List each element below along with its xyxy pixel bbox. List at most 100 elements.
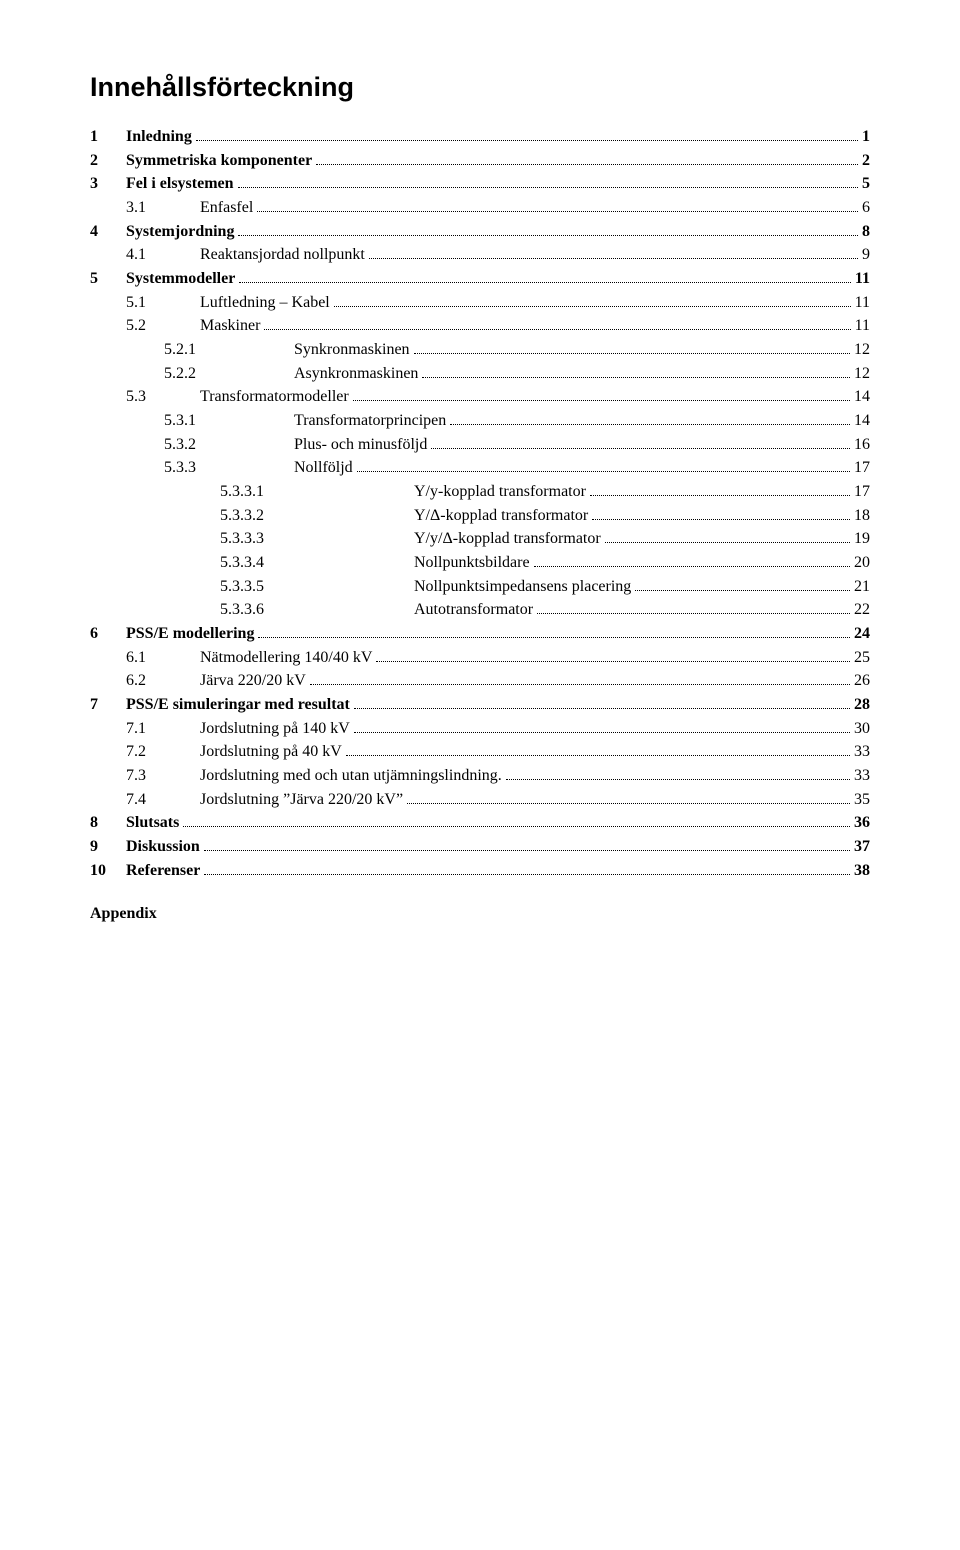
toc-entry: 7.1Jordslutning på 140 kV 30	[90, 717, 870, 741]
toc-entry-number: 4	[90, 220, 126, 244]
toc-leader-dots	[590, 484, 850, 496]
toc-leader-dots	[605, 531, 850, 543]
toc-leader-dots	[238, 224, 858, 236]
toc-leader-dots	[376, 650, 850, 662]
toc-entry-number: 6	[90, 622, 126, 646]
toc-entry: 5.3.3.3Y/y/Δ-kopplad transformator19	[90, 527, 870, 551]
toc-entry: 6.1Nätmodellering 140/40 kV25	[90, 646, 870, 670]
toc-entry-page: 30	[854, 717, 870, 741]
toc-leader-dots	[534, 555, 850, 567]
toc-entry-label: Reaktansjordad nollpunkt	[200, 243, 365, 267]
toc-entry: 4.1Reaktansjordad nollpunkt9	[90, 243, 870, 267]
toc-entry-label: Maskiner	[200, 314, 260, 338]
toc-entry: 7.3Jordslutning med och utan utjämningsl…	[90, 764, 870, 788]
toc-leader-dots	[354, 697, 850, 709]
toc-entry-number: 1	[90, 125, 126, 149]
toc-entry: 5.3.3.2Y/Δ-kopplad transformator18	[90, 504, 870, 528]
toc-leader-dots	[334, 295, 851, 307]
toc-entry-page: 12	[854, 338, 870, 362]
toc-entry-number: 5	[90, 267, 126, 291]
toc-entry: 5.3.1Transformatorprincipen14	[90, 409, 870, 433]
toc-entry-page: 11	[855, 267, 870, 291]
toc-entry-label: Nollpunktsbildare	[414, 551, 530, 575]
toc-entry-number: 6.2	[90, 669, 200, 693]
toc-leader-dots	[353, 389, 850, 401]
toc-entry-page: 33	[854, 740, 870, 764]
toc-leader-dots	[257, 200, 858, 212]
toc-entry-number: 2	[90, 149, 126, 173]
toc-entry: 5.1Luftledning – Kabel11	[90, 291, 870, 315]
toc-entry-label: PSS/E simuleringar med resultat	[126, 693, 350, 717]
toc-entry-number: 5.3.2	[90, 433, 294, 457]
toc-entry-number: 9	[90, 835, 126, 859]
toc-entry: 5.2Maskiner 11	[90, 314, 870, 338]
page-title: Innehållsförteckning	[90, 72, 870, 103]
toc-entry-number: 5.2.1	[90, 338, 294, 362]
toc-entry-number: 4.1	[90, 243, 200, 267]
toc-leader-dots	[196, 129, 858, 141]
toc-entry: 3Fel i elsystemen5	[90, 172, 870, 196]
toc-entry-number: 7.1	[90, 717, 200, 741]
toc-entry-label: Diskussion	[126, 835, 200, 859]
toc-entry-label: PSS/E modellering	[126, 622, 254, 646]
toc-entry-number: 6.1	[90, 646, 200, 670]
toc-leader-dots	[592, 508, 850, 520]
toc-leader-dots	[357, 460, 850, 472]
toc-entry-number: 5.3.3.4	[90, 551, 414, 575]
toc-entry: 10Referenser 38	[90, 859, 870, 883]
toc-entry-label: Jordslutning på 140 kV	[200, 717, 350, 741]
toc-entry-label: Nollpunktsimpedansens placering	[414, 575, 631, 599]
toc-leader-dots	[450, 413, 850, 425]
toc-entry-number: 3	[90, 172, 126, 196]
toc-entry-number: 5.2	[90, 314, 200, 338]
toc-entry-label: Enfasfel	[200, 196, 253, 220]
toc-leader-dots	[506, 768, 850, 780]
toc-entry-page: 14	[854, 385, 870, 409]
toc-leader-dots	[264, 318, 850, 330]
toc-entry-number: 5.2.2	[90, 362, 294, 386]
toc-entry-page: 18	[854, 504, 870, 528]
toc-leader-dots	[310, 673, 850, 685]
toc-entry-page: 20	[854, 551, 870, 575]
toc-entry: 5.3.2Plus- och minusföljd16	[90, 433, 870, 457]
toc-entry: 5.2.2Asynkronmaskinen12	[90, 362, 870, 386]
toc-entry: 5.3.3Nollföljd17	[90, 456, 870, 480]
toc-leader-dots	[316, 152, 858, 164]
toc-leader-dots	[635, 579, 850, 591]
toc-entry-page: 38	[854, 859, 870, 883]
toc-entry-number: 5.3.3	[90, 456, 294, 480]
toc-entry-page: 11	[855, 314, 870, 338]
toc-entry-label: Symmetriska komponenter	[126, 149, 312, 173]
toc-entry-page: 24	[854, 622, 870, 646]
toc-entry-label: Nätmodellering 140/40 kV	[200, 646, 372, 670]
toc-entry-label: Transformatormodeller	[200, 385, 349, 409]
toc-entry-label: Transformatorprincipen	[294, 409, 446, 433]
table-of-contents: 1Inledning12Symmetriska komponenter23Fel…	[90, 125, 870, 883]
toc-entry: 5.3.3.5Nollpunktsimpedansens placering21	[90, 575, 870, 599]
toc-entry-page: 14	[854, 409, 870, 433]
toc-entry: 8Slutsats36	[90, 811, 870, 835]
toc-entry-page: 5	[862, 172, 870, 196]
toc-entry: 5.3Transformatormodeller14	[90, 385, 870, 409]
toc-entry: 7.4Jordslutning ”Järva 220/20 kV”35	[90, 788, 870, 812]
toc-entry: 7.2Jordslutning på 40 kV33	[90, 740, 870, 764]
toc-entry-number: 10	[90, 859, 126, 883]
toc-entry-label: Referenser	[126, 859, 200, 883]
toc-entry-page: 19	[854, 527, 870, 551]
toc-leader-dots	[204, 863, 850, 875]
toc-entry-label: Synkronmaskinen	[294, 338, 410, 362]
toc-entry-label: Inledning	[126, 125, 192, 149]
toc-entry-page: 21	[854, 575, 870, 599]
toc-entry-page: 12	[854, 362, 870, 386]
toc-entry-number: 8	[90, 811, 126, 835]
toc-entry-page: 6	[862, 196, 870, 220]
toc-entry: 2Symmetriska komponenter2	[90, 149, 870, 173]
toc-entry: 6.2Järva 220/20 kV26	[90, 669, 870, 693]
toc-entry-page: 2	[862, 149, 870, 173]
toc-entry-number: 5.3.3.2	[90, 504, 414, 528]
toc-leader-dots	[239, 271, 851, 283]
toc-entry-page: 16	[854, 433, 870, 457]
toc-entry-number: 7.3	[90, 764, 200, 788]
toc-entry-label: Autotransformator	[414, 598, 533, 622]
toc-leader-dots	[422, 366, 850, 378]
